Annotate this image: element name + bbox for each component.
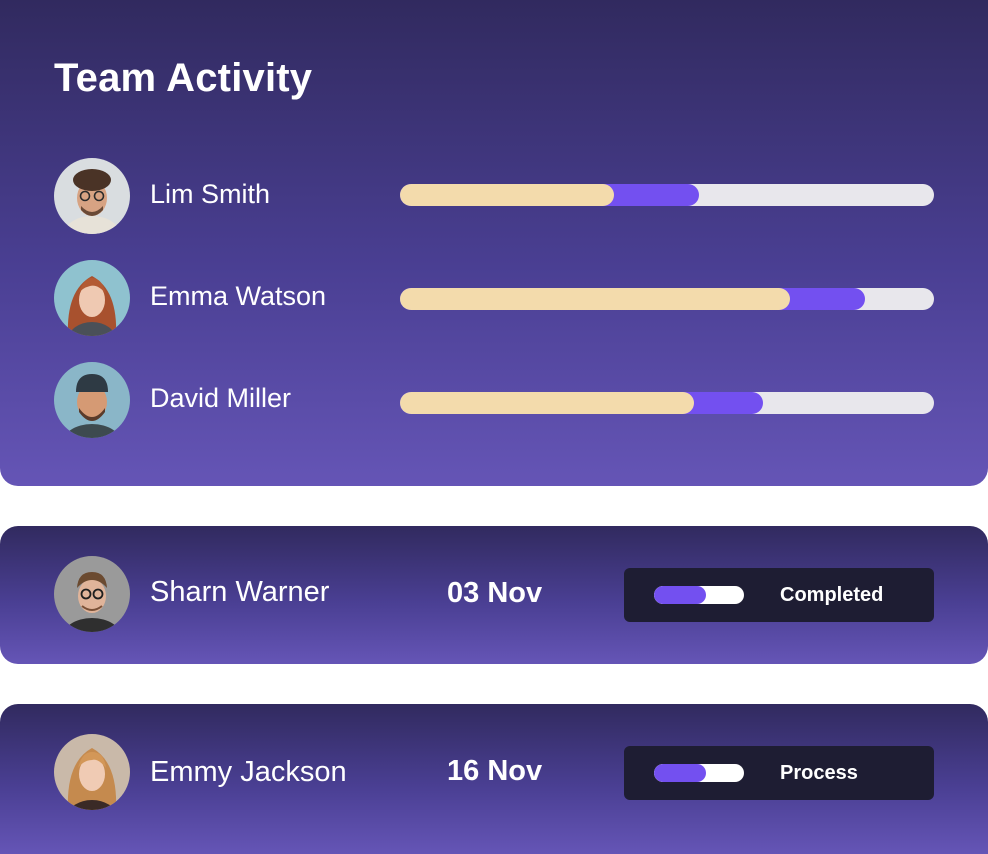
status-badge[interactable]: Completed: [624, 568, 934, 622]
avatar-sharn-warner[interactable]: [54, 556, 130, 632]
activity-bar: [400, 392, 934, 414]
task-row-card[interactable]: Sharn Warner 03 Nov Completed: [0, 526, 988, 664]
avatar-lim-smith[interactable]: [54, 158, 130, 234]
status-progress-fill: [654, 586, 707, 604]
status-progress-track: [654, 764, 744, 782]
member-name: Lim Smith: [150, 179, 271, 209]
activity-bar: [400, 288, 934, 310]
team-activity-card: Team Activity Lim Smith Emma Watson: [0, 0, 988, 486]
task-row-date: 03 Nov: [447, 577, 543, 609]
team-activity-title: Team Activity: [54, 56, 313, 100]
activity-bar-cream-segment: [400, 184, 614, 206]
man-beanie-beard-photo: [54, 362, 130, 438]
member-name: Emma Watson: [150, 281, 327, 311]
task-row-name: Emmy Jackson: [150, 756, 347, 788]
man-curly-hair-glasses-photo: [54, 158, 130, 234]
avatar-emma-watson[interactable]: [54, 260, 130, 336]
avatar-david-miller[interactable]: [54, 362, 130, 438]
activity-bar-cream-segment: [400, 288, 790, 310]
status-label: Process: [780, 762, 858, 784]
status-badge[interactable]: Process: [624, 746, 934, 800]
activity-bar-cream-segment: [400, 392, 694, 414]
woman-blonde-photo: [54, 734, 130, 810]
task-row-date: 16 Nov: [447, 755, 543, 787]
status-label: Completed: [780, 584, 884, 606]
member-name: David Miller: [150, 383, 292, 413]
activity-bar: [400, 184, 934, 206]
task-row-card[interactable]: Emmy Jackson 16 Nov Process: [0, 704, 988, 854]
avatar-emmy-jackson[interactable]: [54, 734, 130, 810]
task-row-name: Sharn Warner: [150, 576, 330, 608]
man-glasses-photo: [54, 556, 130, 632]
woman-red-hair-photo: [54, 260, 130, 336]
status-progress-track: [654, 586, 744, 604]
status-progress-fill: [654, 764, 707, 782]
